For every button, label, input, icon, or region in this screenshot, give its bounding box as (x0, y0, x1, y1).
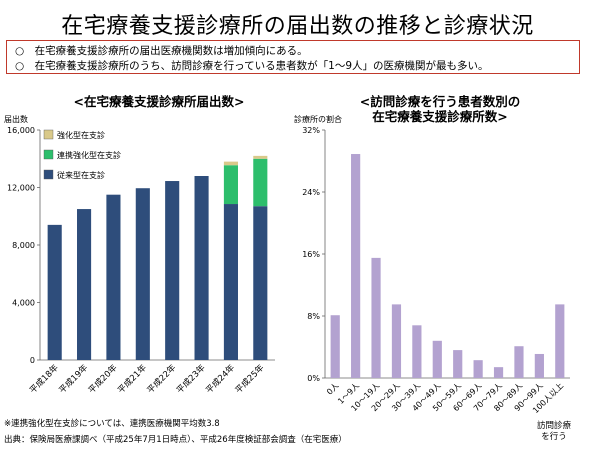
bar (534, 353, 544, 378)
bar (432, 340, 442, 378)
bar-segment (47, 224, 62, 360)
bar-segment (223, 204, 238, 360)
bar (351, 154, 361, 378)
y-axis-label: 届出数 (4, 114, 28, 124)
bar (371, 257, 381, 378)
x-tick-label: 平成23年 (174, 362, 208, 396)
y-tick-label: 12,000 (7, 184, 35, 193)
bar-segment (223, 165, 238, 205)
y-tick-label: 0% (307, 374, 320, 383)
y-tick-label: 0 (30, 356, 35, 365)
summary-box: ○ 在宅療養支援診療所の届出医療機関数は増加傾向にある。 ○ 在宅療養支援診療所… (6, 40, 580, 74)
bar-segment (106, 194, 121, 360)
page-title: 在宅療養支援診療所の届出数の推移と診療状況 (61, 14, 534, 39)
y-axis-label: 診療所の割合 (294, 114, 342, 124)
bar-segment (253, 155, 268, 159)
legend-label: 従来型在支診 (57, 170, 105, 180)
legend-swatch (43, 129, 54, 140)
legend-swatch (43, 149, 54, 160)
x-axis-label: を行う (541, 431, 567, 440)
bar (412, 325, 422, 378)
left-chart: 届出数 0 4,000 8,000 12,000 16,000 平成18年平成19年平成20… (4, 114, 275, 396)
bar-segment (223, 161, 238, 166)
y-tick-label: 32% (302, 126, 320, 135)
bar (330, 315, 340, 378)
x-axis-label: 訪問診療 (537, 420, 572, 431)
bar (493, 367, 504, 378)
legend-label: 連携強化型在支診 (57, 150, 121, 160)
y-tick-label: 8,000 (12, 241, 35, 250)
summary-line-2: ○ 在宅療養支援診療所のうち、訪問診療を行っている患者数が「1～9人」の医療機関… (15, 60, 489, 72)
x-tick-label: 平成22年 (145, 362, 179, 396)
bar (453, 350, 463, 378)
x-tick-label: 平成21年 (115, 362, 149, 396)
legend-label: 強化型在支診 (57, 130, 105, 140)
bar-segment (253, 206, 268, 360)
y-tick-label: 16% (302, 250, 320, 259)
source-note: 出典：保険局医療課調べ（平成25年7月1日時点）、平成26年度検証部会調査（在宅… (4, 435, 347, 445)
bar (555, 304, 565, 378)
bar (473, 360, 483, 378)
x-tick-label: 平成24年 (204, 362, 238, 396)
footnote: ※連携強化型在支診については、連携医療機関平均数3.8 (4, 419, 220, 429)
bar-segment (165, 181, 180, 360)
bar-segment (77, 209, 92, 360)
bar (514, 346, 524, 378)
y-tick-label: 16,000 (7, 126, 35, 135)
bar-segment (253, 158, 268, 207)
summary-line-1: ○ 在宅療養支援診療所の届出医療機関数は増加傾向にある。 (15, 45, 308, 57)
bar-segment (194, 176, 209, 360)
right-chart-title: <訪問診療を行う患者数別の 在宅療養支援診療所数> (359, 94, 521, 124)
x-tick-label: 平成18年 (27, 362, 61, 396)
bar-segment (135, 188, 150, 360)
y-tick-label: 4,000 (12, 299, 35, 308)
x-tick-label: 平成20年 (86, 362, 120, 396)
y-tick-label: 8% (307, 312, 320, 321)
y-tick-label: 24% (302, 188, 320, 197)
x-tick-label: 平成19年 (57, 362, 91, 396)
x-tick-label: 0人 (325, 381, 341, 397)
right-chart: 診療所の割合0%8%16%24%32%0人1～9人10～19人20～29人30～… (294, 114, 572, 440)
x-tick-label: 平成25年 (233, 362, 267, 396)
bar (391, 304, 402, 378)
legend-swatch (43, 169, 54, 180)
left-chart-title: <在宅療養支援診療所届出数> (73, 94, 245, 109)
